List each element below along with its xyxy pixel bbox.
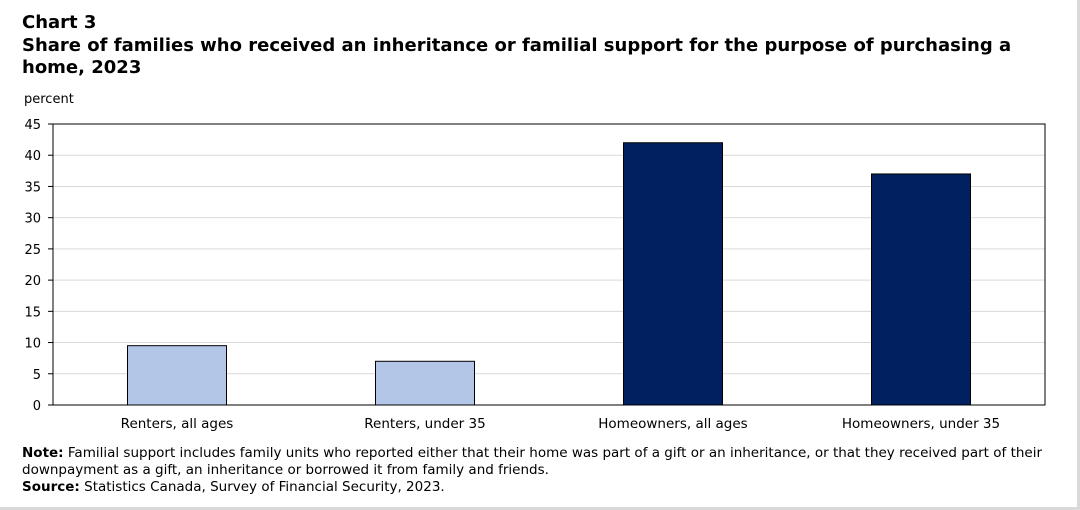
note-text: Familial support includes family units w… — [22, 445, 1043, 478]
x-tick-label: Renters, all ages — [121, 416, 234, 432]
y-tick-label: 25 — [24, 243, 41, 258]
note-label: Note: — [22, 445, 64, 461]
bar — [623, 142, 723, 406]
y-tick-label: 15 — [24, 305, 41, 320]
chart-title: Share of families who received an inheri… — [22, 35, 1012, 78]
source: Source: Statistics Canada, Survey of Fin… — [22, 479, 1062, 496]
y-tick-label: 35 — [24, 180, 41, 195]
y-tick-label: 20 — [24, 274, 41, 289]
y-tick-labels: 0 5 10 15 20 25 30 35 40 45 — [24, 118, 53, 414]
note: Note: Familial support includes family u… — [22, 445, 1062, 479]
bar — [871, 173, 971, 406]
x-tick-label: Renters, under 35 — [364, 416, 485, 432]
x-tick-labels: Renters, all ages Renters, under 35 Homeow… — [121, 416, 1000, 432]
y-tick-label: 30 — [24, 212, 41, 227]
source-text: Statistics Canada, Survey of Financial S… — [84, 479, 445, 495]
bar — [375, 360, 475, 406]
x-tick-label: Homeowners, under 35 — [842, 416, 1000, 432]
y-tick-label: 5 — [33, 368, 41, 383]
x-tick-label: Homeowners, all ages — [598, 416, 747, 432]
bars-layer — [127, 142, 971, 406]
y-tick-label: 0 — [33, 399, 41, 414]
bar — [127, 345, 227, 406]
chart-notes: Note: Familial support includes family u… — [22, 445, 1062, 496]
y-tick-label: 45 — [24, 118, 41, 133]
y-tick-label: 10 — [24, 337, 41, 352]
chart-number: Chart 3 — [22, 12, 97, 33]
y-axis-label: percent — [24, 92, 74, 107]
source-label: Source: — [22, 479, 80, 495]
plot-area-border — [52, 123, 1046, 406]
y-tick-label: 40 — [24, 149, 41, 164]
bar-chart: percent 0 5 10 15 20 25 30 35 40 45 Renters, all … — [24, 92, 1046, 432]
